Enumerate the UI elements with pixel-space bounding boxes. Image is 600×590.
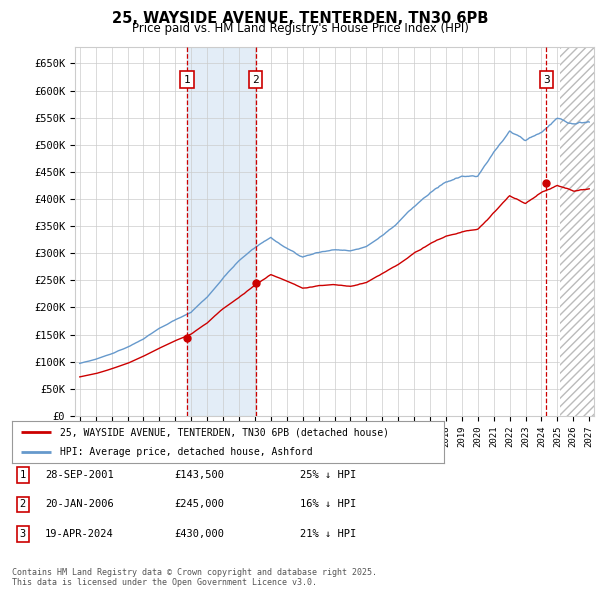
Text: 25, WAYSIDE AVENUE, TENTERDEN, TN30 6PB: 25, WAYSIDE AVENUE, TENTERDEN, TN30 6PB [112,11,488,25]
Text: Price paid vs. HM Land Registry's House Price Index (HPI): Price paid vs. HM Land Registry's House … [131,22,469,35]
Text: £430,000: £430,000 [174,529,224,539]
Text: 2: 2 [253,75,259,85]
Text: Contains HM Land Registry data © Crown copyright and database right 2025.
This d: Contains HM Land Registry data © Crown c… [12,568,377,587]
Text: 3: 3 [20,529,26,539]
Bar [560,47,594,416]
Bar [560,47,594,416]
Text: 16% ↓ HPI: 16% ↓ HPI [300,500,356,509]
Text: 28-SEP-2001: 28-SEP-2001 [45,470,114,480]
Text: 20-JAN-2006: 20-JAN-2006 [45,500,114,509]
Text: 3: 3 [543,75,550,85]
Text: 21% ↓ HPI: 21% ↓ HPI [300,529,356,539]
Text: £143,500: £143,500 [174,470,224,480]
Text: HPI: Average price, detached house, Ashford: HPI: Average price, detached house, Ashf… [59,447,312,457]
Text: 25% ↓ HPI: 25% ↓ HPI [300,470,356,480]
Text: £245,000: £245,000 [174,500,224,509]
Text: 2: 2 [20,500,26,509]
Text: 25, WAYSIDE AVENUE, TENTERDEN, TN30 6PB (detached house): 25, WAYSIDE AVENUE, TENTERDEN, TN30 6PB … [59,427,389,437]
Text: 1: 1 [184,75,190,85]
Text: 1: 1 [20,470,26,480]
Bar [187,47,256,416]
Text: 19-APR-2024: 19-APR-2024 [45,529,114,539]
